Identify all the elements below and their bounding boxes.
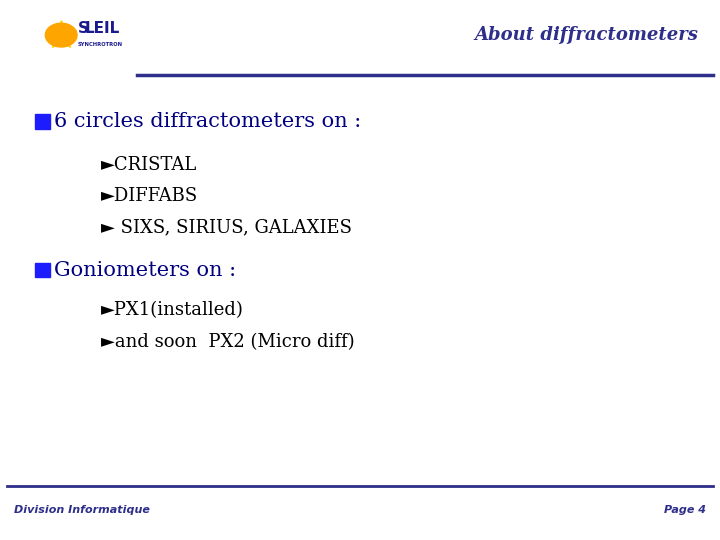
Circle shape [45,23,77,47]
Text: 6 circles diffractometers on :: 6 circles diffractometers on : [54,112,361,131]
Text: ►PX1(installed): ►PX1(installed) [101,301,243,320]
Text: SYNCHROTRON: SYNCHROTRON [78,42,123,47]
Text: About diffractometers: About diffractometers [474,26,698,44]
Text: Division Informatique: Division Informatique [14,505,150,515]
Text: ►CRISTAL: ►CRISTAL [101,156,197,174]
Text: ► SIXS, SIRIUS, GALAXIES: ► SIXS, SIRIUS, GALAXIES [101,218,352,237]
Text: Goniometers on :: Goniometers on : [54,260,236,280]
Bar [35,114,50,129]
Bar [35,263,50,277]
Text: S: S [78,21,89,36]
Text: ►DIFFABS: ►DIFFABS [101,187,198,205]
Text: LEIL: LEIL [85,21,120,36]
Text: Page 4: Page 4 [664,505,706,515]
Text: ►and soon  PX2 (Micro diff): ►and soon PX2 (Micro diff) [101,333,354,351]
